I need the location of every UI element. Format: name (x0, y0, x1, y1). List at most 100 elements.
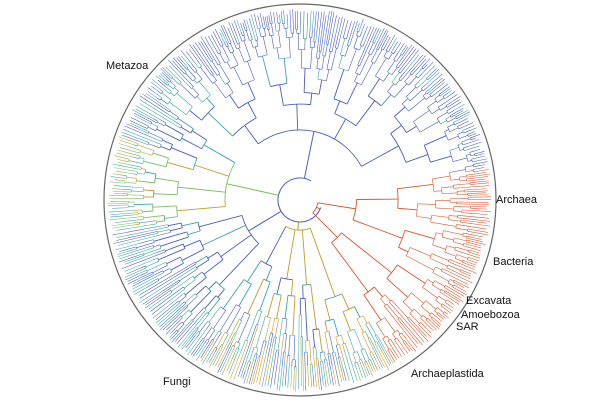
branch-line (114, 243, 140, 251)
branch-line (132, 150, 140, 154)
branch-line (322, 34, 327, 56)
branch-line (217, 289, 225, 298)
branch-arc (376, 48, 379, 51)
branch-line (314, 42, 316, 48)
branch-line (392, 333, 397, 339)
branch-line (207, 251, 218, 259)
branch-line (365, 323, 376, 343)
branch-line (444, 94, 458, 103)
branch-arc (352, 199, 357, 220)
branch-line (137, 216, 144, 218)
branch-line (462, 260, 469, 263)
branch-line (383, 72, 390, 82)
branch-line (364, 348, 370, 360)
branch-line (456, 254, 468, 259)
branch-line (148, 294, 169, 310)
branch-line (145, 292, 168, 309)
branch-line (435, 232, 443, 235)
branch-line (192, 307, 205, 321)
branch-line (177, 186, 226, 193)
branch-line (218, 42, 222, 47)
branch-line (251, 14, 258, 36)
branch-line (364, 361, 367, 368)
branch-line (431, 312, 435, 316)
branch-line (447, 91, 456, 97)
branch-line (152, 265, 168, 273)
branch-line (445, 290, 450, 294)
branch-line (369, 337, 378, 352)
branch-line (292, 296, 296, 336)
branch-line (338, 55, 343, 68)
branch-line (157, 308, 177, 326)
branch-arc (464, 167, 467, 172)
branch-arc (375, 75, 384, 82)
branch-line (220, 28, 227, 42)
branch-line (112, 224, 134, 229)
branch-line (183, 319, 193, 330)
branch-line (456, 114, 469, 122)
branch-line (177, 323, 185, 332)
branch-line (472, 252, 480, 256)
branch-line (198, 62, 202, 67)
branch-line (382, 338, 390, 350)
branch-line (388, 52, 393, 60)
branch-line (455, 271, 471, 280)
branch-line (192, 44, 211, 71)
branch-arc (414, 85, 418, 89)
branch-line (406, 346, 411, 352)
branch-arc (176, 329, 179, 332)
branch-line (240, 346, 252, 378)
branch-line (218, 48, 222, 53)
branch-line (143, 248, 162, 255)
branch-line (182, 64, 187, 70)
branch-line (427, 100, 437, 108)
branch-line (237, 343, 241, 349)
branch-arc (163, 215, 166, 221)
branch-line (312, 10, 315, 31)
branch-line (111, 188, 123, 190)
branch-line (394, 83, 408, 98)
branch-line (288, 335, 291, 356)
branch-line (219, 53, 226, 64)
branch-line (140, 271, 148, 276)
branch-line (459, 251, 480, 259)
branch-line (453, 206, 471, 208)
branch-line (386, 303, 399, 319)
branch-arc (165, 157, 169, 167)
branch-line (342, 31, 346, 39)
branch-line (409, 67, 416, 74)
branch-arc (385, 50, 389, 53)
branch-line (142, 291, 163, 305)
branch-line (265, 226, 287, 264)
branch-line (196, 96, 203, 103)
branch-line (325, 11, 330, 35)
branch-line (130, 117, 144, 124)
branch-line (288, 355, 291, 367)
branch-line (450, 178, 460, 181)
branch-line (364, 27, 375, 49)
branch-line (166, 323, 174, 331)
branch-line (250, 324, 259, 348)
branch-line (451, 95, 461, 103)
branch-line (426, 91, 431, 95)
branch-line (414, 81, 419, 87)
branch-line (132, 246, 137, 249)
branch-line (206, 352, 213, 363)
branch-line (247, 361, 251, 371)
branch-line (440, 317, 444, 320)
branch-line (239, 339, 246, 354)
branch-line (356, 31, 359, 36)
branch-line (151, 78, 167, 92)
branch-line (452, 157, 468, 162)
branch-line (179, 65, 187, 73)
branch-line (473, 221, 487, 224)
branch-arc (353, 47, 360, 51)
branch-line (247, 102, 257, 119)
branch-line (155, 311, 170, 324)
branch-arc (402, 340, 405, 342)
branch-arc (452, 280, 455, 283)
branch-line (473, 134, 481, 137)
branch-line (412, 321, 427, 337)
branch-arc (236, 347, 240, 349)
branch-line (247, 60, 255, 80)
